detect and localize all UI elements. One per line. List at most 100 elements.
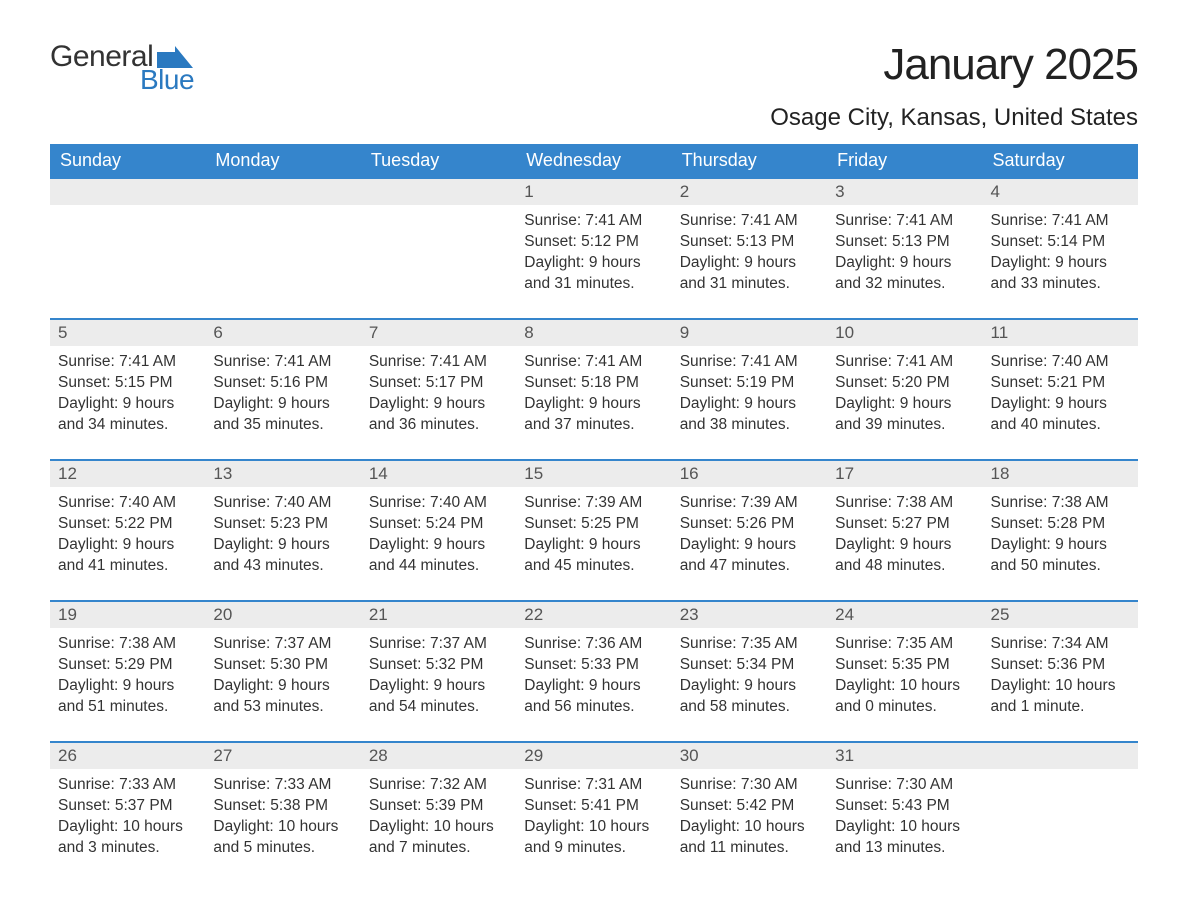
sunset-line: Sunset: 5:19 PM — [680, 373, 819, 394]
sunset-line: Sunset: 5:24 PM — [369, 514, 508, 535]
sunset-line: Sunset: 5:23 PM — [213, 514, 352, 535]
sunset-line: Sunset: 5:15 PM — [58, 373, 197, 394]
calendar-cell: 30Sunrise: 7:30 AMSunset: 5:42 PMDayligh… — [672, 742, 827, 869]
calendar-cell: 5Sunrise: 7:41 AMSunset: 5:15 PMDaylight… — [50, 319, 205, 446]
calendar-cell — [50, 178, 205, 305]
sunrise-line: Sunrise: 7:41 AM — [835, 352, 974, 373]
daylight-line: Daylight: 9 hours and 41 minutes. — [58, 535, 197, 577]
sunrise-line: Sunrise: 7:41 AM — [835, 211, 974, 232]
daylight-line: Daylight: 10 hours and 1 minute. — [991, 676, 1130, 718]
sunrise-line: Sunrise: 7:41 AM — [524, 211, 663, 232]
sunrise-line: Sunrise: 7:38 AM — [58, 634, 197, 655]
month-title: January 2025 — [883, 40, 1138, 90]
day-number: 10 — [827, 320, 982, 346]
sunset-line: Sunset: 5:33 PM — [524, 655, 663, 676]
sunset-line: Sunset: 5:13 PM — [835, 232, 974, 253]
sunrise-line: Sunrise: 7:41 AM — [369, 352, 508, 373]
daylight-line: Daylight: 10 hours and 7 minutes. — [369, 817, 508, 859]
day-number: 31 — [827, 743, 982, 769]
calendar-cell: 28Sunrise: 7:32 AMSunset: 5:39 PMDayligh… — [361, 742, 516, 869]
calendar-cell: 10Sunrise: 7:41 AMSunset: 5:20 PMDayligh… — [827, 319, 982, 446]
week-spacer — [50, 305, 1138, 319]
day-details: Sunrise: 7:41 AMSunset: 5:13 PMDaylight:… — [672, 205, 827, 305]
day-number: 21 — [361, 602, 516, 628]
sunrise-line: Sunrise: 7:31 AM — [524, 775, 663, 796]
day-details: Sunrise: 7:40 AMSunset: 5:22 PMDaylight:… — [50, 487, 205, 587]
daylight-line: Daylight: 9 hours and 43 minutes. — [213, 535, 352, 577]
day-number: 15 — [516, 461, 671, 487]
day-details: Sunrise: 7:38 AMSunset: 5:28 PMDaylight:… — [983, 487, 1138, 587]
sunset-line: Sunset: 5:22 PM — [58, 514, 197, 535]
sunset-line: Sunset: 5:21 PM — [991, 373, 1130, 394]
sunrise-line: Sunrise: 7:39 AM — [524, 493, 663, 514]
day-number: 3 — [827, 179, 982, 205]
day-details — [205, 205, 360, 305]
calendar-cell: 17Sunrise: 7:38 AMSunset: 5:27 PMDayligh… — [827, 460, 982, 587]
day-details: Sunrise: 7:39 AMSunset: 5:25 PMDaylight:… — [516, 487, 671, 587]
day-number — [50, 179, 205, 205]
sunrise-line: Sunrise: 7:41 AM — [680, 211, 819, 232]
daylight-line: Daylight: 9 hours and 35 minutes. — [213, 394, 352, 436]
day-number: 11 — [983, 320, 1138, 346]
calendar-week: 12Sunrise: 7:40 AMSunset: 5:22 PMDayligh… — [50, 460, 1138, 587]
sunrise-line: Sunrise: 7:40 AM — [58, 493, 197, 514]
calendar-cell: 25Sunrise: 7:34 AMSunset: 5:36 PMDayligh… — [983, 601, 1138, 728]
day-number: 7 — [361, 320, 516, 346]
daylight-line: Daylight: 10 hours and 3 minutes. — [58, 817, 197, 859]
day-details: Sunrise: 7:31 AMSunset: 5:41 PMDaylight:… — [516, 769, 671, 869]
daylight-line: Daylight: 9 hours and 48 minutes. — [835, 535, 974, 577]
day-number: 13 — [205, 461, 360, 487]
day-number: 16 — [672, 461, 827, 487]
sunrise-line: Sunrise: 7:39 AM — [680, 493, 819, 514]
day-details — [361, 205, 516, 305]
calendar-cell: 20Sunrise: 7:37 AMSunset: 5:30 PMDayligh… — [205, 601, 360, 728]
daylight-line: Daylight: 9 hours and 50 minutes. — [991, 535, 1130, 577]
calendar-cell: 26Sunrise: 7:33 AMSunset: 5:37 PMDayligh… — [50, 742, 205, 869]
sunrise-line: Sunrise: 7:41 AM — [680, 352, 819, 373]
sunrise-line: Sunrise: 7:30 AM — [835, 775, 974, 796]
daylight-line: Daylight: 9 hours and 36 minutes. — [369, 394, 508, 436]
day-details: Sunrise: 7:30 AMSunset: 5:42 PMDaylight:… — [672, 769, 827, 869]
daylight-line: Daylight: 10 hours and 0 minutes. — [835, 676, 974, 718]
day-of-week-header: Friday — [827, 144, 982, 178]
calendar-cell: 13Sunrise: 7:40 AMSunset: 5:23 PMDayligh… — [205, 460, 360, 587]
day-number: 14 — [361, 461, 516, 487]
sunrise-line: Sunrise: 7:40 AM — [991, 352, 1130, 373]
day-number: 6 — [205, 320, 360, 346]
calendar-cell: 31Sunrise: 7:30 AMSunset: 5:43 PMDayligh… — [827, 742, 982, 869]
week-spacer — [50, 587, 1138, 601]
day-number: 4 — [983, 179, 1138, 205]
day-details: Sunrise: 7:32 AMSunset: 5:39 PMDaylight:… — [361, 769, 516, 869]
calendar-cell: 15Sunrise: 7:39 AMSunset: 5:25 PMDayligh… — [516, 460, 671, 587]
daylight-line: Daylight: 9 hours and 32 minutes. — [835, 253, 974, 295]
sunset-line: Sunset: 5:17 PM — [369, 373, 508, 394]
day-of-week-row: SundayMondayTuesdayWednesdayThursdayFrid… — [50, 144, 1138, 178]
sunset-line: Sunset: 5:14 PM — [991, 232, 1130, 253]
daylight-line: Daylight: 9 hours and 45 minutes. — [524, 535, 663, 577]
sunrise-line: Sunrise: 7:38 AM — [835, 493, 974, 514]
day-number: 9 — [672, 320, 827, 346]
calendar-cell — [361, 178, 516, 305]
day-details: Sunrise: 7:33 AMSunset: 5:38 PMDaylight:… — [205, 769, 360, 869]
sunset-line: Sunset: 5:38 PM — [213, 796, 352, 817]
day-details: Sunrise: 7:36 AMSunset: 5:33 PMDaylight:… — [516, 628, 671, 728]
daylight-line: Daylight: 9 hours and 56 minutes. — [524, 676, 663, 718]
day-number: 24 — [827, 602, 982, 628]
calendar-cell: 16Sunrise: 7:39 AMSunset: 5:26 PMDayligh… — [672, 460, 827, 587]
daylight-line: Daylight: 10 hours and 13 minutes. — [835, 817, 974, 859]
day-details: Sunrise: 7:41 AMSunset: 5:17 PMDaylight:… — [361, 346, 516, 446]
day-number: 1 — [516, 179, 671, 205]
calendar-cell: 11Sunrise: 7:40 AMSunset: 5:21 PMDayligh… — [983, 319, 1138, 446]
brand-logo: General Blue — [50, 40, 194, 96]
daylight-line: Daylight: 9 hours and 51 minutes. — [58, 676, 197, 718]
day-details: Sunrise: 7:39 AMSunset: 5:26 PMDaylight:… — [672, 487, 827, 587]
calendar-week: 1Sunrise: 7:41 AMSunset: 5:12 PMDaylight… — [50, 178, 1138, 305]
day-details — [983, 769, 1138, 869]
sunset-line: Sunset: 5:25 PM — [524, 514, 663, 535]
day-details: Sunrise: 7:35 AMSunset: 5:35 PMDaylight:… — [827, 628, 982, 728]
sunset-line: Sunset: 5:27 PM — [835, 514, 974, 535]
calendar-cell: 4Sunrise: 7:41 AMSunset: 5:14 PMDaylight… — [983, 178, 1138, 305]
sunrise-line: Sunrise: 7:30 AM — [680, 775, 819, 796]
calendar-cell: 18Sunrise: 7:38 AMSunset: 5:28 PMDayligh… — [983, 460, 1138, 587]
sunset-line: Sunset: 5:28 PM — [991, 514, 1130, 535]
